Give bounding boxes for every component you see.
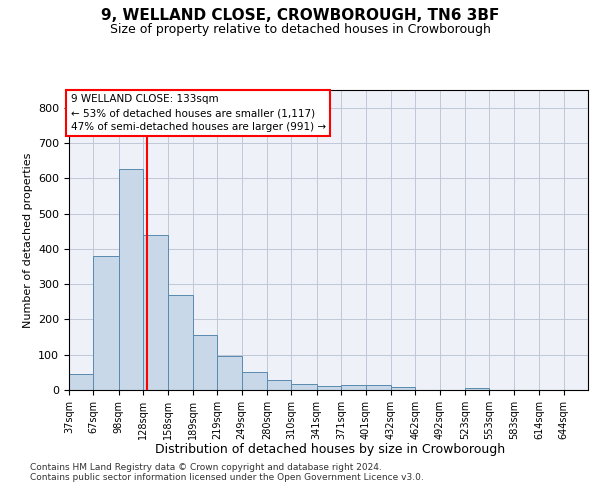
Bar <box>143 234 167 390</box>
Bar <box>317 386 341 390</box>
Bar <box>465 388 490 390</box>
Bar <box>292 384 317 390</box>
Text: Distribution of detached houses by size in Crowborough: Distribution of detached houses by size … <box>155 442 505 456</box>
Bar <box>69 374 94 390</box>
Bar <box>193 336 217 390</box>
Bar <box>94 256 119 390</box>
Text: Size of property relative to detached houses in Crowborough: Size of property relative to detached ho… <box>110 22 490 36</box>
Bar <box>217 356 242 390</box>
Bar <box>242 372 267 390</box>
Bar <box>391 387 415 390</box>
Bar <box>365 385 391 390</box>
Text: 9 WELLAND CLOSE: 133sqm
← 53% of detached houses are smaller (1,117)
47% of semi: 9 WELLAND CLOSE: 133sqm ← 53% of detache… <box>71 94 326 132</box>
Text: Contains HM Land Registry data © Crown copyright and database right 2024.: Contains HM Land Registry data © Crown c… <box>30 464 382 472</box>
Bar <box>119 170 143 390</box>
Bar <box>341 386 365 390</box>
Text: 9, WELLAND CLOSE, CROWBOROUGH, TN6 3BF: 9, WELLAND CLOSE, CROWBOROUGH, TN6 3BF <box>101 8 499 22</box>
Text: Contains public sector information licensed under the Open Government Licence v3: Contains public sector information licen… <box>30 473 424 482</box>
Bar <box>167 296 193 390</box>
Bar <box>267 380 292 390</box>
Y-axis label: Number of detached properties: Number of detached properties <box>23 152 32 328</box>
